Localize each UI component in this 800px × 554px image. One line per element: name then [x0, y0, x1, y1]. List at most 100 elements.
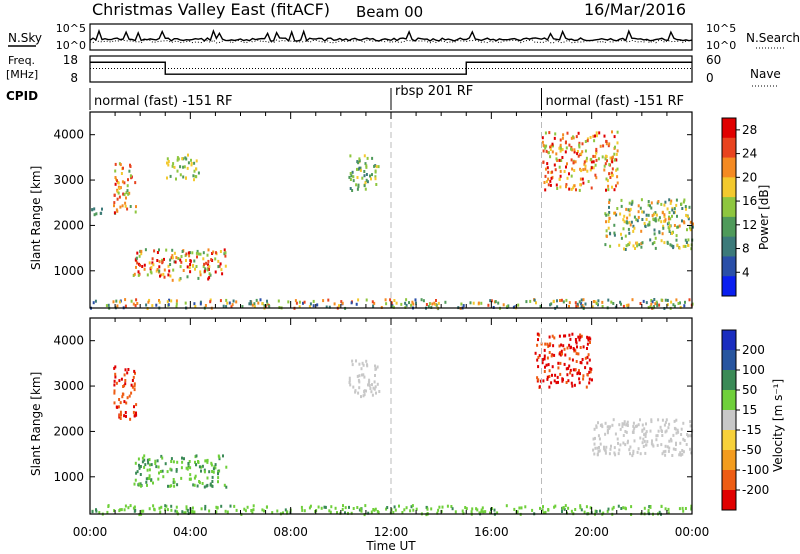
heatmap-cell — [172, 268, 175, 272]
heatmap-cell — [556, 159, 559, 162]
heatmap-cell — [130, 176, 133, 180]
heatmap-cell — [608, 163, 611, 167]
heatmap-cell — [140, 484, 142, 488]
heatmap-cell — [603, 134, 606, 138]
heatmap-cell — [349, 178, 352, 181]
cpid-segment-2: normal (fast) -151 RF — [546, 94, 685, 109]
heatmap-cell — [623, 220, 626, 224]
heatmap-cell — [400, 302, 403, 306]
heatmap-cell — [624, 430, 627, 433]
heatmap-cell — [493, 508, 496, 512]
heatmap-cell — [348, 376, 351, 380]
heatmap-cell — [352, 385, 355, 389]
heatmap-cell — [182, 165, 185, 169]
heatmap-cell — [114, 169, 117, 173]
velocity-colorbar-swatch — [722, 410, 736, 431]
heatmap-cell — [135, 298, 138, 302]
heatmap-cell — [595, 510, 598, 513]
heatmap-cell — [230, 305, 233, 309]
heatmap-cell — [616, 207, 619, 210]
heatmap-cell — [472, 301, 475, 305]
heatmap-cell — [158, 300, 161, 304]
heatmap-cell — [132, 274, 135, 277]
heatmap-cell — [431, 302, 434, 306]
heatmap-cell — [516, 510, 519, 514]
heatmap-cell — [177, 257, 180, 260]
heatmap-cell — [217, 476, 220, 480]
heatmap-cell — [581, 177, 584, 181]
heatmap-cell — [545, 167, 547, 171]
heatmap-cell — [190, 158, 192, 162]
heatmap-cell — [596, 446, 599, 450]
heatmap-cell — [551, 150, 554, 154]
heatmap-cell — [616, 130, 619, 134]
heatmap-cell — [374, 364, 376, 368]
heatmap-cell — [160, 505, 163, 509]
heatmap-cell — [197, 276, 200, 280]
nsearch-label: N.Search — [746, 31, 800, 45]
heatmap-cell — [187, 153, 189, 157]
heatmap-cell — [668, 215, 670, 219]
heatmap-cell — [587, 180, 590, 183]
heatmap-cell — [588, 377, 591, 381]
heatmap-cell — [364, 187, 367, 191]
heatmap-cell — [209, 298, 212, 302]
heatmap-cell — [643, 427, 646, 431]
heatmap-cell — [626, 420, 629, 424]
heatmap-cell — [578, 338, 581, 342]
heatmap-cell — [156, 268, 159, 271]
heatmap-cell — [561, 148, 564, 152]
heatmap-cell — [568, 187, 571, 191]
freq-unit-label: [MHz] — [6, 68, 38, 81]
heatmap-cell — [131, 385, 134, 389]
heatmap-cell — [223, 248, 226, 252]
heatmap-cell — [609, 244, 612, 248]
heatmap-cell — [613, 135, 616, 139]
heatmap-cell — [189, 263, 192, 266]
heatmap-cell — [409, 509, 412, 513]
heatmap-cell — [591, 378, 593, 382]
heatmap-cell — [215, 251, 217, 255]
heatmap-cell — [608, 452, 611, 456]
heatmap-cell — [611, 174, 614, 178]
power-colorbar-label: Power [dB] — [757, 185, 771, 250]
heatmap-cell — [192, 483, 195, 487]
heatmap-cell — [257, 301, 260, 305]
heatmap-cell — [480, 301, 483, 305]
heatmap-cell — [494, 300, 497, 304]
heatmap-cell — [170, 484, 173, 488]
heatmap-cell — [680, 202, 683, 206]
heatmap-cell — [171, 254, 174, 258]
heatmap-cell — [691, 225, 694, 229]
heatmap-cell — [544, 365, 546, 369]
heatmap-cell — [143, 465, 146, 469]
heatmap-cell — [582, 298, 585, 302]
heatmap-cell — [673, 207, 676, 211]
heatmap-cell — [226, 510, 229, 514]
heatmap-cell — [612, 505, 615, 509]
heatmap-cell — [350, 511, 353, 515]
heatmap-cell — [594, 163, 597, 167]
heatmap-cell — [124, 201, 127, 205]
heatmap-cell — [605, 142, 608, 146]
heatmap-cell — [166, 161, 169, 165]
heatmap-cell — [250, 509, 253, 512]
heatmap-cell — [173, 251, 176, 255]
heatmap-cell — [114, 182, 117, 186]
heatmap-cell — [678, 453, 681, 457]
heatmap-cell — [186, 467, 189, 471]
power-colorbar-swatch — [722, 157, 736, 178]
heatmap-cell — [155, 269, 158, 273]
nsky-label: N.Sky — [8, 31, 42, 45]
heatmap-cell — [160, 273, 163, 277]
x-tick-label: 00:00 — [675, 525, 710, 539]
heatmap-cell — [204, 504, 207, 508]
heatmap-cell — [647, 510, 650, 514]
heatmap-cell — [685, 241, 688, 244]
heatmap-cell — [295, 301, 298, 305]
heatmap-cell — [642, 210, 645, 214]
heatmap-cell — [598, 131, 601, 135]
heatmap-cell — [224, 254, 227, 258]
heatmap-cell — [352, 175, 355, 179]
heatmap-cell — [134, 181, 137, 185]
